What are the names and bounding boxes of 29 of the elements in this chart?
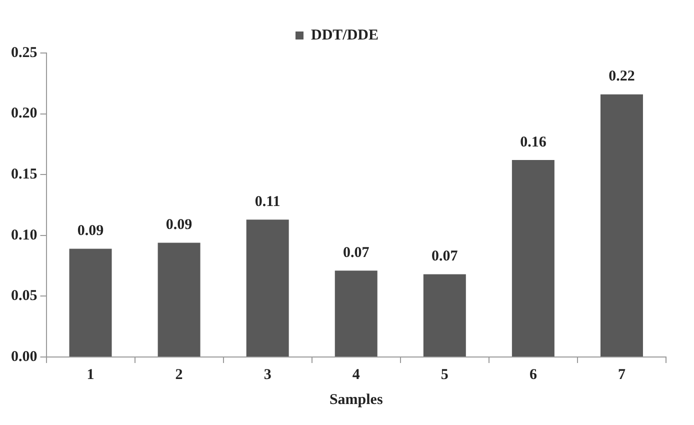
bar [158,242,200,356]
x-tick-label: 7 [618,366,626,383]
bar [512,160,554,356]
data-label: 0.16 [520,134,547,150]
y-tick-label: 0.25 [11,44,38,61]
x-tick-label: 4 [352,366,360,383]
x-tick-label: 3 [264,366,272,383]
data-label: 0.07 [343,245,370,262]
y-tick-label: 0.15 [11,166,38,182]
bar [69,248,112,356]
legend-label: DDT/DDE [310,27,379,44]
data-label: 0.09 [77,223,104,240]
bar [423,274,466,356]
y-tick-label: 0.20 [11,106,38,122]
x-tick-label: 5 [440,366,448,383]
bar [334,270,378,356]
y-tick-label: 0.05 [11,288,38,304]
data-label: 0.07 [432,248,458,265]
bar [246,220,289,356]
data-label: 0.11 [254,194,280,210]
y-tick-label: 0.00 [11,348,38,365]
y-tick-label: 0.10 [11,227,38,244]
data-label: 0.09 [166,217,192,234]
x-axis-title: Samples [329,392,383,408]
x-tick-label: 1 [86,366,94,383]
bar [600,94,643,356]
x-tick-label: 2 [175,366,183,383]
data-label: 0.22 [608,68,635,85]
x-tick-label: 6 [529,366,538,383]
